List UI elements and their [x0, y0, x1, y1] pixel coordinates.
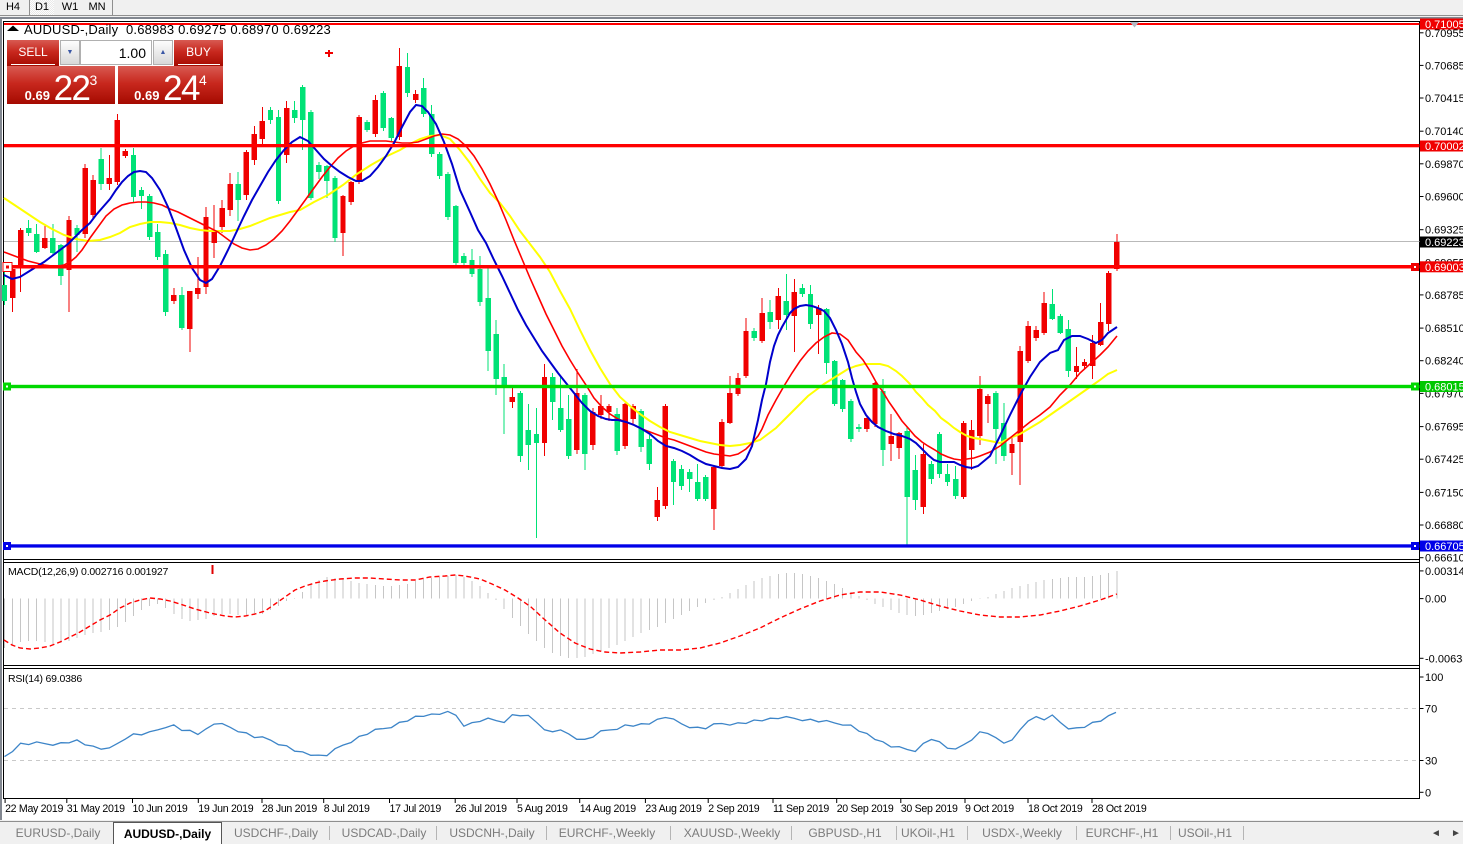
svg-text:0.70685: 0.70685	[1425, 60, 1463, 72]
svg-text:MACD(12,26,9) 0.002716 0.00192: MACD(12,26,9) 0.002716 0.001927	[8, 566, 169, 578]
svg-text:22 May 2019: 22 May 2019	[5, 803, 63, 815]
svg-text:0.69870: 0.69870	[1425, 159, 1463, 171]
svg-text:19 Jun 2019: 19 Jun 2019	[198, 803, 253, 815]
svg-text:0.70002: 0.70002	[1425, 141, 1463, 153]
svg-text:RSI(14) 69.0386: RSI(14) 69.0386	[8, 673, 82, 685]
svg-text:31 May 2019: 31 May 2019	[67, 803, 125, 815]
svg-text:0.69325: 0.69325	[1425, 225, 1463, 237]
svg-text:-0.006353: -0.006353	[1425, 653, 1463, 665]
svg-text:20 Sep 2019: 20 Sep 2019	[837, 803, 894, 815]
svg-text:0: 0	[1425, 787, 1431, 799]
svg-text:0.71005: 0.71005	[1425, 19, 1463, 31]
svg-text:0.70415: 0.70415	[1425, 93, 1463, 105]
svg-text:0.66610: 0.66610	[1425, 553, 1463, 565]
svg-text:30 Sep 2019: 30 Sep 2019	[901, 803, 958, 815]
svg-text:26 Jul 2019: 26 Jul 2019	[455, 803, 507, 815]
svg-text:0.67695: 0.67695	[1425, 422, 1463, 434]
svg-text:0.68785: 0.68785	[1425, 290, 1463, 302]
svg-text:0.67150: 0.67150	[1425, 487, 1463, 499]
svg-text:0.003148: 0.003148	[1425, 566, 1463, 578]
svg-text:0.67425: 0.67425	[1425, 454, 1463, 466]
svg-text:0.66705: 0.66705	[1425, 541, 1463, 553]
svg-text:0.69223: 0.69223	[1425, 237, 1463, 249]
svg-text:10 Jun 2019: 10 Jun 2019	[133, 803, 188, 815]
svg-text:23 Aug 2019: 23 Aug 2019	[645, 803, 702, 815]
svg-text:18 Oct 2019: 18 Oct 2019	[1028, 803, 1083, 815]
svg-text:30: 30	[1425, 756, 1437, 768]
svg-text:11 Sep 2019: 11 Sep 2019	[773, 803, 829, 815]
svg-text:28 Jun 2019: 28 Jun 2019	[262, 803, 317, 815]
svg-text:2 Sep 2019: 2 Sep 2019	[708, 803, 760, 815]
svg-text:AUDUSD-,Daily 0.68983 0.69275: AUDUSD-,Daily 0.68983 0.69275 0.68970 0.…	[24, 22, 331, 37]
svg-text:0.68240: 0.68240	[1425, 356, 1463, 368]
svg-text:17 Jul 2019: 17 Jul 2019	[390, 803, 442, 815]
svg-text:5 Aug 2019: 5 Aug 2019	[517, 803, 568, 815]
svg-text:8 Jul 2019: 8 Jul 2019	[324, 803, 370, 815]
svg-text:14 Aug 2019: 14 Aug 2019	[580, 803, 637, 815]
svg-text:0.69600: 0.69600	[1425, 191, 1463, 203]
svg-text:0.70955: 0.70955	[1425, 28, 1463, 40]
svg-text:28 Oct 2019: 28 Oct 2019	[1092, 803, 1147, 815]
svg-text:0.69003: 0.69003	[1425, 262, 1463, 274]
svg-text:0.00: 0.00	[1425, 594, 1446, 606]
svg-text:0.68510: 0.68510	[1425, 323, 1463, 335]
svg-text:70: 70	[1425, 704, 1437, 716]
svg-text:0.70140: 0.70140	[1425, 126, 1463, 138]
svg-text:0.66880: 0.66880	[1425, 520, 1463, 532]
svg-text:0.68015: 0.68015	[1425, 382, 1463, 394]
svg-text:100: 100	[1425, 672, 1443, 684]
svg-text:9 Oct 2019: 9 Oct 2019	[965, 803, 1014, 815]
